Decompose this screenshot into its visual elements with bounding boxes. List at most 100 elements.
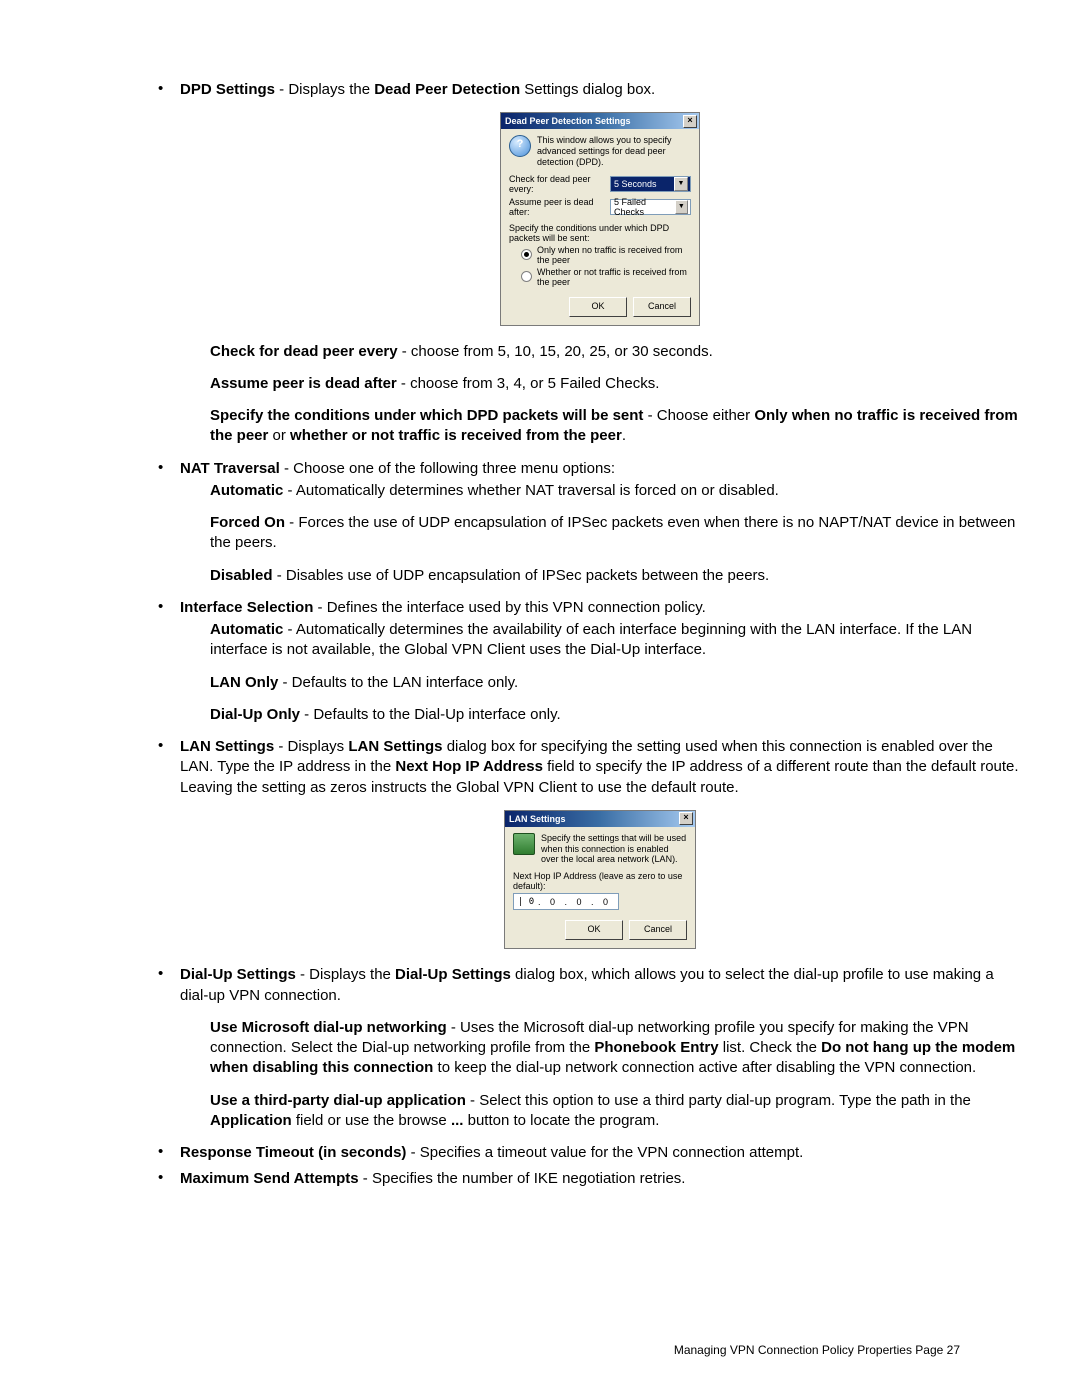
text: - Disables use of UDP encapsulation of I… xyxy=(273,567,770,584)
check-select[interactable]: 5 Seconds ▼ xyxy=(610,176,691,192)
bold-text: ... xyxy=(451,1112,464,1129)
text: to keep the dial-up network connection a… xyxy=(433,1059,976,1076)
bold-text: NAT Traversal xyxy=(180,460,280,477)
close-icon[interactable]: × xyxy=(679,812,693,825)
dpd-dialog: Dead Peer Detection Settings × This wind… xyxy=(500,112,700,325)
button-row: OK Cancel xyxy=(513,920,687,940)
bold-text: Check for dead peer every xyxy=(210,343,398,360)
text: Settings dialog box. xyxy=(520,81,655,98)
nat-disabled: Disabled - Disables use of UDP encapsula… xyxy=(210,566,1020,586)
radio-row-2[interactable]: Whether or not traffic is received from … xyxy=(521,267,691,287)
cancel-button[interactable]: Cancel xyxy=(629,920,687,940)
text: - Displays the xyxy=(275,81,374,98)
text: - Automatically determines whether NAT t… xyxy=(283,482,779,499)
document-page: DPD Settings - Displays the Dead Peer De… xyxy=(0,0,1080,1397)
text: - Specifies a timeout value for the VPN … xyxy=(406,1144,803,1161)
row-label: Check for dead peer every: xyxy=(509,174,604,194)
dialog-title: LAN Settings xyxy=(509,814,566,824)
assume-select[interactable]: 5 Failed Checks ▼ xyxy=(610,199,691,215)
page-footer: Managing VPN Connection Policy Propertie… xyxy=(674,1343,960,1357)
dialog-body: Specify the settings that will be used w… xyxy=(505,827,695,948)
bullet-lan: LAN Settings - Displays LAN Settings dia… xyxy=(150,737,1020,949)
text: - Displays xyxy=(274,738,348,755)
max-lead: Maximum Send Attempts - Specifies the nu… xyxy=(180,1169,1020,1189)
ip-input[interactable]: | 0 . 0 . 0 . 0 xyxy=(513,893,619,910)
dialog-titlebar: LAN Settings × xyxy=(505,811,695,827)
bold-text: DPD Settings xyxy=(180,81,275,98)
check-row: Check for dead peer every: 5 Seconds ▼ xyxy=(509,174,691,194)
bold-text: Automatic xyxy=(210,621,283,638)
text: field or use the browse xyxy=(292,1112,451,1129)
lan-dialog: LAN Settings × Specify the settings that… xyxy=(504,810,696,949)
ip-octet-4[interactable]: 0 xyxy=(594,897,618,907)
cancel-button[interactable]: Cancel xyxy=(633,297,691,317)
nat-auto: Automatic - Automatically determines whe… xyxy=(210,481,1020,501)
nat-lead: NAT Traversal - Choose one of the follow… xyxy=(180,459,1020,479)
ip-octet-3[interactable]: 0 xyxy=(567,897,591,907)
bold-text: Use Microsoft dial-up networking xyxy=(210,1019,447,1036)
bold-text: Assume peer is dead after xyxy=(210,375,397,392)
text: button to locate the program. xyxy=(463,1112,659,1129)
bold-text: whether or not traffic is received from … xyxy=(290,427,622,444)
bullet-max-send: Maximum Send Attempts - Specifies the nu… xyxy=(150,1169,1020,1189)
chevron-down-icon: ▼ xyxy=(674,177,688,191)
info-row: This window allows you to specify advanc… xyxy=(509,135,691,167)
check-para: Check for dead peer every - choose from … xyxy=(210,342,1020,362)
ip-octet-1[interactable]: | 0 xyxy=(514,897,538,907)
bold-text: LAN Only xyxy=(210,674,278,691)
bold-text: Dead Peer Detection xyxy=(374,81,520,98)
radio-label: Whether or not traffic is received from … xyxy=(537,267,691,287)
select-value: 5 Seconds xyxy=(614,179,657,189)
text: - Specifies the number of IKE negotiatio… xyxy=(359,1170,686,1187)
iface-lead: Interface Selection - Defines the interf… xyxy=(180,598,1020,618)
close-icon[interactable]: × xyxy=(683,115,697,128)
text: . xyxy=(622,427,626,444)
text: - choose from 5, 10, 15, 20, 25, or 30 s… xyxy=(398,343,713,360)
text: - Automatically determines the availabil… xyxy=(210,621,972,658)
main-list: DPD Settings - Displays the Dead Peer De… xyxy=(150,80,1020,1190)
ip-octet-2[interactable]: 0 xyxy=(541,897,565,907)
dpd-lead: DPD Settings - Displays the Dead Peer De… xyxy=(180,80,1020,100)
bold-text: Maximum Send Attempts xyxy=(180,1170,359,1187)
dial-3p: Use a third-party dial-up application - … xyxy=(210,1091,1020,1132)
bullet-nat: NAT Traversal - Choose one of the follow… xyxy=(150,459,1020,586)
text: - Defaults to the LAN interface only. xyxy=(278,674,518,691)
bold-text: Dial-Up Settings xyxy=(180,966,296,983)
iface-lan: LAN Only - Defaults to the LAN interface… xyxy=(210,673,1020,693)
text: - Defines the interface used by this VPN… xyxy=(313,599,705,616)
ok-button[interactable]: OK xyxy=(565,920,623,940)
bullet-dialup: Dial-Up Settings - Displays the Dial-Up … xyxy=(150,965,1020,1131)
radio-row-1[interactable]: Only when no traffic is received from th… xyxy=(521,245,691,265)
assume-para: Assume peer is dead after - choose from … xyxy=(210,374,1020,394)
lan-icon xyxy=(513,833,535,855)
info-text: This window allows you to specify advanc… xyxy=(537,135,691,167)
text: - Choose either xyxy=(643,407,754,424)
row-label: Assume peer is dead after: xyxy=(509,197,604,217)
bold-text: Application xyxy=(210,1112,292,1129)
bold-text: Use a third-party dial-up application xyxy=(210,1092,466,1109)
lan-lead: LAN Settings - Displays LAN Settings dia… xyxy=(180,737,1020,798)
bold-text: Phonebook Entry xyxy=(594,1039,718,1056)
iface-dial: Dial-Up Only - Defaults to the Dial-Up i… xyxy=(210,705,1020,725)
bold-text: Specify the conditions under which DPD p… xyxy=(210,407,643,424)
dialog-titlebar: Dead Peer Detection Settings × xyxy=(501,113,699,129)
radio-icon[interactable] xyxy=(521,249,532,260)
text: - Displays the xyxy=(296,966,395,983)
dial-ms: Use Microsoft dial-up networking - Uses … xyxy=(210,1018,1020,1079)
text: list. Check the xyxy=(719,1039,822,1056)
bold-text: Response Timeout (in seconds) xyxy=(180,1144,406,1161)
nat-forced: Forced On - Forces the use of UDP encaps… xyxy=(210,513,1020,554)
info-text: Specify the settings that will be used w… xyxy=(541,833,687,865)
radio-label: Only when no traffic is received from th… xyxy=(537,245,691,265)
ok-button[interactable]: OK xyxy=(569,297,627,317)
radio-icon[interactable] xyxy=(521,271,532,282)
text: - Select this option to use a third part… xyxy=(466,1092,971,1109)
text: - Choose one of the following three menu… xyxy=(280,460,615,477)
bold-text: Next Hop IP Address xyxy=(395,758,543,775)
resp-lead: Response Timeout (in seconds) - Specifie… xyxy=(180,1143,1020,1163)
bold-text: LAN Settings xyxy=(180,738,274,755)
select-value: 5 Failed Checks xyxy=(614,197,675,217)
spec-para: Specify the conditions under which DPD p… xyxy=(210,406,1020,447)
bullet-dpd: DPD Settings - Displays the Dead Peer De… xyxy=(150,80,1020,447)
bold-text: Automatic xyxy=(210,482,283,499)
